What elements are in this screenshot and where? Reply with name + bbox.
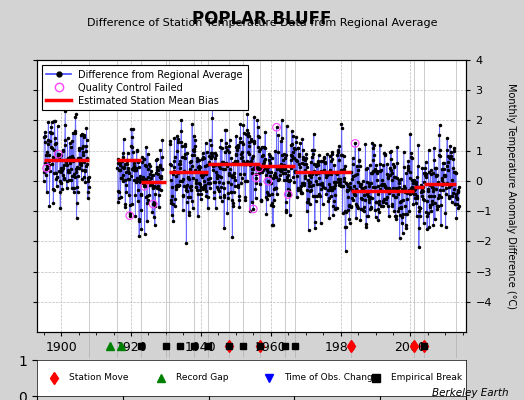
Text: Empirical Break: Empirical Break	[391, 374, 462, 382]
Point	[54, 151, 62, 157]
Text: Berkeley Earth: Berkeley Earth	[432, 388, 508, 398]
Text: Time of Obs. Change: Time of Obs. Change	[284, 374, 378, 382]
Legend: Difference from Regional Average, Quality Control Failed, Estimated Station Mean: Difference from Regional Average, Qualit…	[41, 65, 248, 110]
Text: Record Gap: Record Gap	[176, 374, 229, 382]
Point	[284, 191, 292, 198]
Point	[42, 165, 51, 171]
Point	[149, 201, 157, 207]
Text: Difference of Station Temperature Data from Regional Average: Difference of Station Temperature Data f…	[87, 18, 437, 28]
Point	[351, 140, 359, 147]
Text: POPLAR BLUFF: POPLAR BLUFF	[192, 10, 332, 28]
Point	[249, 206, 257, 212]
Point	[140, 183, 149, 190]
Point	[272, 124, 281, 130]
Point	[264, 178, 272, 184]
Point	[252, 175, 260, 181]
Y-axis label: Monthly Temperature Anomaly Difference (°C): Monthly Temperature Anomaly Difference (…	[506, 83, 516, 309]
Point	[255, 165, 263, 171]
Text: Station Move: Station Move	[69, 374, 128, 382]
Point	[126, 212, 134, 219]
